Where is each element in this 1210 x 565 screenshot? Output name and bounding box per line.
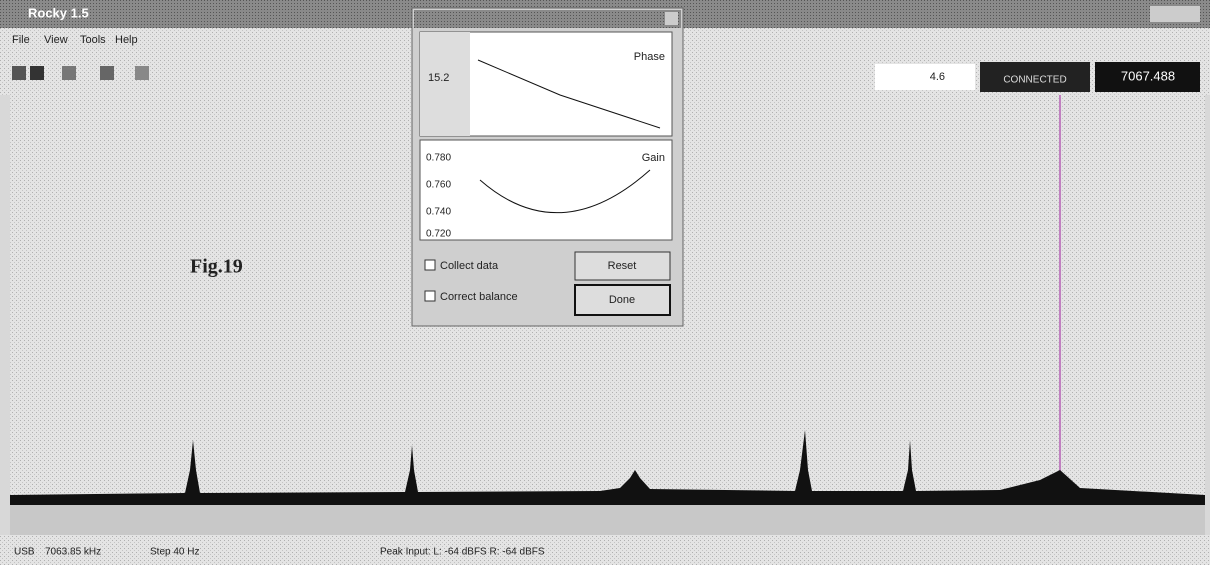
figure-label: Fig.19 bbox=[190, 256, 243, 278]
frequency-box bbox=[1095, 62, 1200, 92]
gain-tick: 0.760 bbox=[426, 180, 451, 191]
menu-item[interactable]: View bbox=[44, 34, 68, 46]
phase-label: Phase bbox=[634, 51, 665, 63]
menu-item[interactable]: File bbox=[12, 34, 30, 46]
checkbox[interactable] bbox=[424, 290, 436, 302]
done-button-label[interactable]: Done bbox=[609, 294, 635, 306]
status-step: Step 40 Hz bbox=[150, 547, 199, 558]
reset-button-label[interactable]: Reset bbox=[608, 260, 637, 272]
dialog-title-bar bbox=[414, 10, 681, 28]
status-peak: Peak Input: L: -64 dBFS R: -64 dBFS bbox=[380, 547, 545, 558]
reset-button[interactable] bbox=[574, 251, 671, 281]
level-box bbox=[875, 64, 975, 90]
frequency-scale bbox=[10, 505, 1205, 535]
level-value: 4.6 bbox=[930, 71, 945, 83]
checkbox-label[interactable]: Correct balance bbox=[440, 291, 518, 303]
gain-tick: 0.740 bbox=[426, 207, 451, 218]
status-bar bbox=[0, 535, 1210, 565]
status-mode: USB bbox=[14, 547, 35, 558]
gain-plot bbox=[419, 139, 673, 241]
phase-tick: 15.2 bbox=[428, 72, 449, 84]
gain-tick: 0.780 bbox=[426, 153, 451, 164]
menu-item[interactable]: Help bbox=[115, 34, 138, 46]
menu-item[interactable]: Tools bbox=[80, 34, 106, 46]
done-button[interactable] bbox=[574, 284, 671, 316]
phase-curve bbox=[477, 59, 661, 129]
toolbar-buttons[interactable] bbox=[12, 66, 149, 80]
checkbox-label[interactable]: Collect data bbox=[440, 260, 499, 272]
gain-label: Gain bbox=[642, 152, 665, 164]
window-controls[interactable] bbox=[1150, 6, 1200, 22]
frequency-display: 7067.488 bbox=[1121, 68, 1175, 83]
spectrum-trace bbox=[10, 430, 1205, 505]
connection-status: CONNECTED bbox=[1003, 75, 1066, 86]
gain-tick: 0.720 bbox=[426, 229, 451, 240]
dialog-close[interactable] bbox=[665, 12, 678, 25]
window-title: Rocky 1.5 bbox=[28, 5, 89, 20]
status-frequency: 7063.85 kHz bbox=[45, 547, 101, 558]
status-box bbox=[980, 62, 1090, 92]
gain-curve bbox=[479, 169, 651, 214]
checkbox[interactable] bbox=[424, 259, 436, 271]
